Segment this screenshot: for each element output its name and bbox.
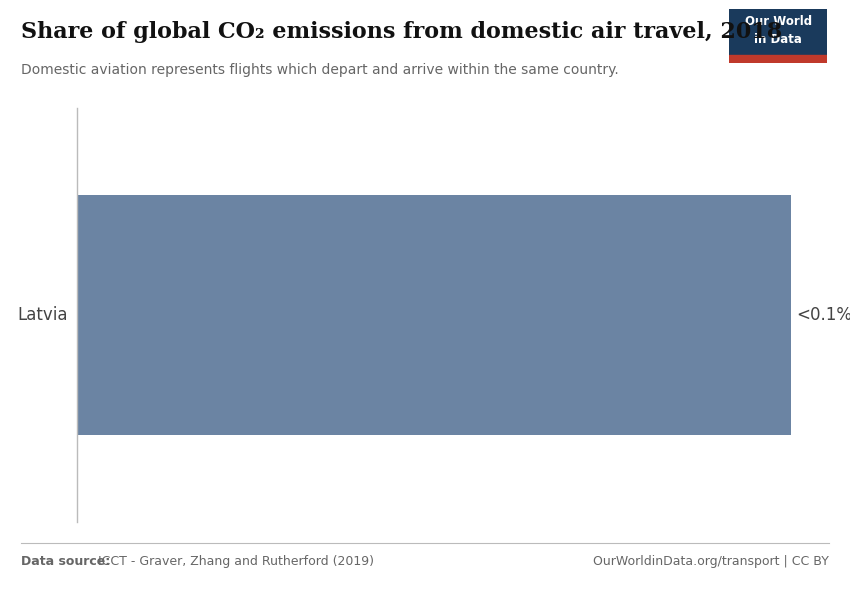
Text: Latvia: Latvia bbox=[18, 306, 68, 324]
Bar bbox=[76, 195, 791, 435]
Text: Domestic aviation represents flights which depart and arrive within the same cou: Domestic aviation represents flights whi… bbox=[21, 63, 619, 77]
Text: OurWorldinData.org/transport | CC BY: OurWorldinData.org/transport | CC BY bbox=[592, 555, 829, 568]
Text: ICCT - Graver, Zhang and Rutherford (2019): ICCT - Graver, Zhang and Rutherford (201… bbox=[94, 555, 373, 568]
Bar bbox=[729, 55, 827, 63]
Text: Data source:: Data source: bbox=[21, 555, 111, 568]
Text: Our World
in Data: Our World in Data bbox=[745, 15, 812, 46]
Text: <0.1%: <0.1% bbox=[796, 306, 850, 324]
Text: Share of global CO₂ emissions from domestic air travel, 2018: Share of global CO₂ emissions from domes… bbox=[21, 21, 783, 43]
